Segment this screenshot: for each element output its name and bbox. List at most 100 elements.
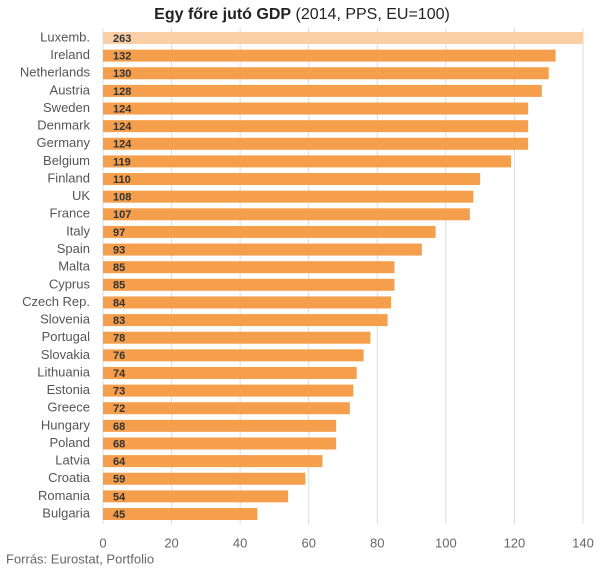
category-label: Estonia [47, 382, 91, 397]
value-label: 68 [113, 438, 125, 450]
bar [103, 455, 323, 468]
bar [103, 419, 337, 432]
bar [103, 32, 583, 44]
labels: 0 20 40 60 80 100 120 140 Luxemb. 263 Ireland 132 Ne… [20, 29, 594, 550]
value-label: 85 [113, 262, 125, 274]
value-label: 76 [113, 350, 125, 362]
category-label: Spain [57, 241, 90, 256]
value-label: 119 [113, 156, 131, 168]
category-label: Croatia [48, 470, 91, 485]
category-label: Netherlands [20, 65, 91, 80]
category-label: Czech Rep. [22, 294, 90, 309]
title-sub: (2014, PPS, EU=100) [296, 6, 450, 23]
category-label: Lithuania [37, 364, 91, 379]
value-label: 110 [113, 174, 131, 186]
category-label: Hungary [41, 417, 91, 432]
value-label: 130 [113, 68, 131, 80]
value-label: 83 [113, 315, 125, 327]
category-label: Belgium [43, 153, 90, 168]
bar [103, 384, 354, 397]
bar [103, 278, 395, 291]
value-label: 132 [113, 51, 131, 63]
bar [103, 102, 529, 115]
category-label: Bulgaria [42, 505, 90, 520]
category-label: France [50, 206, 90, 221]
value-label: 97 [113, 227, 125, 239]
x-tick-label: 20 [164, 535, 178, 550]
bar [103, 402, 350, 415]
category-label: Romania [38, 488, 91, 503]
bar [103, 314, 388, 327]
value-label: 72 [113, 403, 125, 415]
value-label: 124 [113, 103, 132, 115]
x-tick-label: 80 [370, 535, 384, 550]
value-label: 128 [113, 86, 131, 98]
category-label: Italy [66, 223, 90, 238]
value-label: 78 [113, 333, 125, 345]
bar [103, 437, 337, 450]
category-label: Austria [50, 82, 91, 97]
category-label: Malta [58, 259, 91, 274]
value-label: 93 [113, 244, 125, 256]
category-label: Latvia [55, 453, 90, 468]
category-label: Denmark [37, 118, 90, 133]
category-label: Portugal [42, 329, 91, 344]
grid [102, 28, 584, 524]
value-label: 108 [113, 192, 131, 204]
value-label: 107 [113, 209, 131, 221]
category-label: Poland [50, 435, 90, 450]
bar [103, 331, 371, 344]
value-label: 59 [113, 474, 125, 486]
bars [103, 32, 583, 521]
bar [103, 490, 289, 503]
bar [103, 208, 470, 221]
value-label: 45 [113, 509, 125, 521]
bar [103, 120, 529, 133]
bar [103, 243, 422, 256]
x-tick-label: 140 [572, 535, 594, 550]
value-label: 54 [113, 491, 126, 503]
value-label: 84 [113, 297, 126, 309]
category-label: Ireland [50, 47, 90, 62]
bar [103, 472, 306, 485]
bar [103, 261, 395, 274]
x-tick-label: 40 [233, 535, 247, 550]
x-tick-label: 120 [504, 535, 526, 550]
title-main: Egy főre jutó GDP [154, 6, 291, 23]
chart-title: Egy főre jutó GDP (2014, PPS, EU=100) [154, 6, 450, 23]
category-label: Finland [47, 170, 90, 185]
category-label: Sweden [43, 100, 90, 115]
bar [103, 508, 258, 521]
bar [103, 349, 364, 362]
x-tick-label: 100 [435, 535, 457, 550]
x-tick-label: 60 [301, 535, 315, 550]
value-label: 73 [113, 386, 125, 398]
category-label: Luxemb. [40, 29, 90, 44]
value-label: 85 [113, 280, 125, 292]
source: Forrás: Eurostat, Portfolio [6, 551, 154, 566]
bar [103, 296, 391, 309]
value-label: 124 [113, 121, 132, 133]
category-label: Slovenia [40, 312, 91, 327]
bar [103, 190, 474, 203]
category-label: UK [72, 188, 90, 203]
value-label: 68 [113, 421, 125, 433]
value-label: 64 [113, 456, 126, 468]
bar [103, 49, 556, 62]
category-label: Greece [47, 400, 90, 415]
bar [103, 366, 357, 379]
category-label: Slovakia [41, 347, 91, 362]
category-label: Cyprus [49, 276, 91, 291]
value-label: 74 [113, 368, 126, 380]
category-label: Germany [37, 135, 91, 150]
bar [103, 84, 542, 97]
bar [103, 155, 511, 168]
x-tick-label: 0 [99, 535, 106, 550]
bar [103, 173, 481, 186]
bar [103, 137, 529, 150]
bar [103, 225, 436, 238]
value-label: 263 [113, 33, 131, 45]
bar [103, 67, 549, 80]
value-label: 124 [113, 139, 132, 151]
